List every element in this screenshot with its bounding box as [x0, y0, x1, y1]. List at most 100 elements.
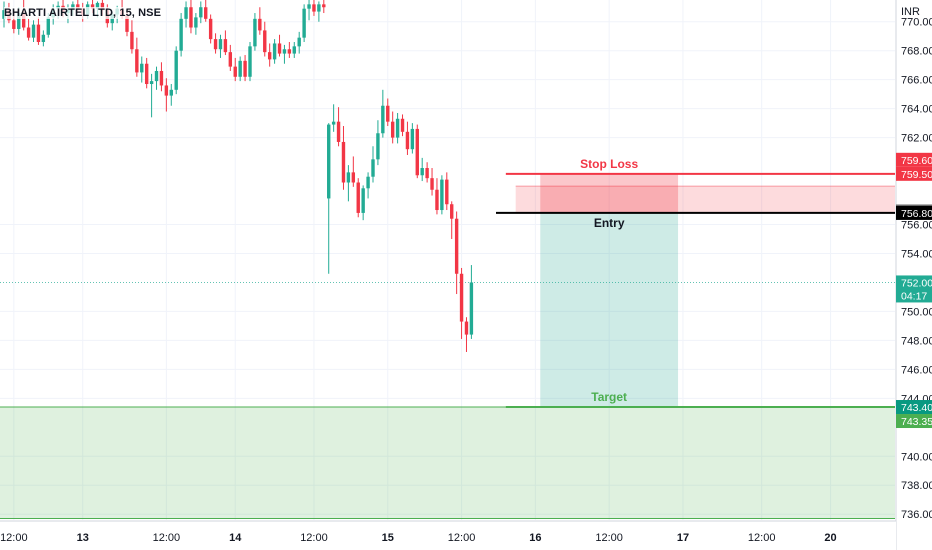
candle-body [218, 39, 223, 50]
candle-body [405, 131, 410, 150]
stop-loss-label: Stop Loss [580, 157, 638, 171]
candle-body [327, 124, 331, 199]
candle-body [395, 118, 400, 138]
candle-body [346, 172, 351, 183]
price-tick-label: 738.00 [901, 480, 932, 492]
candle-body [228, 52, 233, 67]
price-badge-stop_loss[interactable] [896, 166, 932, 181]
candle-body [213, 39, 218, 50]
candle-body [464, 321, 469, 335]
price-tick-label: 746.00 [901, 364, 932, 376]
entry-label: Entry [594, 216, 625, 230]
price-badge-label: 743.40 [901, 402, 932, 414]
time-tick-label: 14 [229, 532, 242, 544]
candle-body [71, 4, 75, 9]
candle-body [208, 18, 213, 40]
candle-body [390, 121, 395, 138]
candle-body [371, 159, 375, 177]
candle-body [381, 105, 385, 134]
candle-body [12, 20, 16, 29]
time-tick-label: 12:00 [448, 532, 476, 544]
candle-body [317, 4, 321, 12]
time-tick-label: 12:00 [748, 532, 776, 544]
price-badge-label: 759.50 [901, 169, 932, 181]
candle-body [184, 7, 188, 19]
candle-body [454, 218, 459, 274]
candle-body [253, 18, 257, 47]
time-axis[interactable] [0, 521, 896, 550]
candle-body [287, 49, 292, 54]
candle-body [341, 141, 346, 183]
candle-body [243, 60, 247, 77]
time-tick-label: 16 [529, 532, 541, 544]
candle-body [272, 43, 277, 60]
candle-body [450, 204, 454, 219]
price-tick-label: 748.00 [901, 335, 932, 347]
time-tick-label: 13 [77, 532, 89, 544]
candle-body [179, 18, 183, 51]
candle-body [95, 2, 100, 9]
candle-body [149, 81, 154, 85]
price-tick-label: 766.00 [901, 75, 932, 87]
candle-body [297, 37, 301, 47]
current-price-badge[interactable] [896, 275, 932, 303]
candle-body [125, 15, 129, 32]
candle-body [267, 52, 272, 60]
price-tick-label: 764.00 [901, 104, 932, 116]
price-badge-label: 756.80 [901, 208, 932, 220]
symbol-title[interactable]: BHARTI AIRTEL LTD, 15, NSE [4, 7, 162, 19]
currency-label: INR [901, 6, 920, 18]
price-tick-label: 754.00 [901, 248, 932, 260]
price-badge-entry[interactable] [896, 205, 932, 220]
candle-body [400, 118, 405, 132]
candle-body [312, 4, 316, 12]
candle-body [90, 4, 95, 9]
price-tick-label: 740.00 [901, 451, 932, 463]
time-tick-label: 12:00 [300, 532, 328, 544]
candle-body [415, 128, 419, 176]
bar-countdown-label: 04:17 [901, 290, 927, 302]
current-price-label: 752.00 [901, 277, 932, 289]
price-axis[interactable] [896, 0, 932, 550]
candle-body [248, 46, 252, 77]
candle-body [46, 17, 50, 35]
price-tick-label: 750.00 [901, 306, 932, 318]
price-badge-target[interactable] [896, 400, 932, 415]
candle-body [361, 188, 365, 213]
candle-body [17, 13, 21, 29]
price-tick-label: 762.00 [901, 133, 932, 145]
candle-body [420, 168, 424, 176]
stop-loss-box[interactable] [540, 173, 679, 213]
price-badge-stop_loss_top[interactable] [896, 152, 932, 167]
candle-body [331, 121, 336, 125]
candle-body [366, 176, 370, 189]
candle-body [459, 273, 464, 322]
time-tick-label: 15 [382, 532, 394, 544]
resistance-zone [515, 186, 895, 213]
candle-body [194, 17, 198, 28]
candle-body [445, 179, 449, 205]
candle-body [204, 7, 208, 19]
candle-body [410, 128, 415, 150]
price-badge-target_zone[interactable] [896, 414, 932, 429]
candle-body [263, 30, 267, 53]
candle-body [31, 24, 36, 38]
candle-body [386, 105, 390, 122]
target-label: Target [591, 390, 627, 404]
price-badge-label: 759.60 [901, 155, 932, 167]
target-box[interactable] [540, 212, 679, 408]
candle-body [435, 189, 439, 211]
candle-body [425, 168, 429, 179]
time-tick-label: 20 [824, 532, 836, 544]
candle-body [159, 70, 164, 86]
candle-body [174, 50, 178, 90]
candle-body [322, 4, 326, 8]
price-tick-label: 770.00 [901, 17, 932, 29]
candle-body [169, 89, 173, 96]
candle-body [100, 2, 105, 11]
candle-body [336, 121, 341, 142]
candle-body [154, 70, 159, 82]
candle-body [41, 34, 46, 43]
